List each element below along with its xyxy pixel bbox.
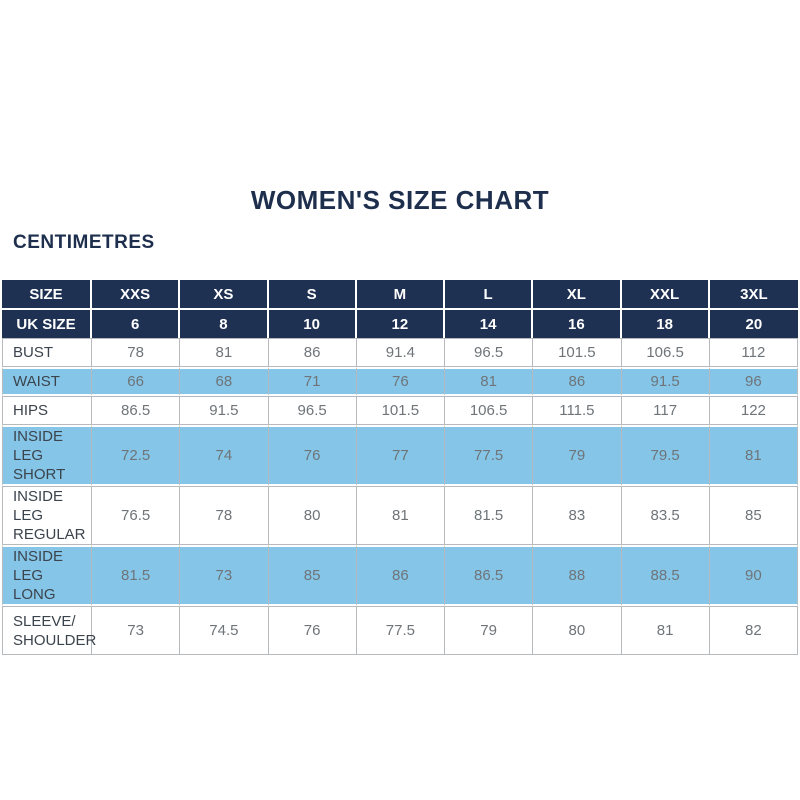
table-row-inside-leg-long: INSIDE LEG LONG 81.5 73 85 86 86.5 88 88…: [2, 545, 798, 606]
size-value-cell: 112: [709, 338, 798, 367]
size-value-cell: 83.5: [621, 486, 710, 545]
size-value-cell: 81: [356, 486, 445, 545]
size-value-cell: 80: [533, 606, 622, 655]
size-value-cell: 76.5: [92, 486, 181, 545]
size-value-cell: 85: [709, 486, 798, 545]
size-value-cell: 91.5: [621, 367, 710, 396]
row-label: WAIST: [2, 367, 92, 396]
table-row-hips: HIPS 86.5 91.5 96.5 101.5 106.5 111.5 11…: [2, 396, 798, 425]
size-value-cell: 106.5: [445, 396, 534, 425]
column-header-3xl: 3XL: [709, 280, 798, 310]
size-chart-table: SIZE XXS XS S M L XL XXL 3XL UK SIZE 6 8…: [2, 280, 798, 655]
row-label: SLEEVE/ SHOULDER: [2, 606, 96, 655]
size-value-cell: 79: [533, 425, 622, 486]
size-value-cell: 82: [709, 606, 798, 655]
column-header-xxs: XXS: [92, 280, 181, 310]
uk-size-20: 20: [709, 310, 798, 338]
size-value-cell: 85: [268, 545, 357, 606]
size-value-cell: 77: [356, 425, 445, 486]
size-value-cell: 96.5: [445, 338, 534, 367]
table-row-sleeve-shoulder: SLEEVE/ SHOULDER 73 74.5 76 77.5 79 80 8…: [2, 606, 798, 655]
size-value-cell: 83: [533, 486, 622, 545]
uk-size-header-label: UK SIZE: [2, 310, 92, 338]
uk-size-14: 14: [445, 310, 534, 338]
size-value-cell: 77.5: [445, 425, 534, 486]
size-value-cell: 111.5: [533, 396, 622, 425]
size-value-cell: 86.5: [445, 545, 534, 606]
row-label: INSIDE LEG SHORT: [2, 425, 92, 486]
size-value-cell: 91.4: [356, 338, 445, 367]
size-value-cell: 79: [445, 606, 534, 655]
row-label: INSIDE LEG REGULAR: [2, 486, 92, 545]
size-value-cell: 81: [709, 425, 798, 486]
column-header-m: M: [356, 280, 445, 310]
table-row-bust: BUST 78 81 86 91.4 96.5 101.5 106.5 112: [2, 338, 798, 367]
size-value-cell: 73: [92, 606, 181, 655]
row-label: INSIDE LEG LONG: [2, 545, 92, 606]
row-label: BUST: [2, 338, 92, 367]
size-value-cell: 78: [92, 338, 181, 367]
size-value-cell: 73: [180, 545, 269, 606]
unit-label: CENTIMETRES: [13, 232, 155, 253]
size-value-cell: 80: [268, 486, 357, 545]
column-header-l: L: [445, 280, 534, 310]
size-value-cell: 96: [709, 367, 798, 396]
uk-size-16: 16: [533, 310, 622, 338]
size-value-cell: 66: [92, 367, 181, 396]
size-value-cell: 68: [180, 367, 269, 396]
uk-size-18: 18: [621, 310, 710, 338]
column-header-xxl: XXL: [621, 280, 710, 310]
size-value-cell: 86.5: [92, 396, 181, 425]
size-value-cell: 106.5: [621, 338, 710, 367]
size-value-cell: 76: [356, 367, 445, 396]
size-header-label: SIZE: [2, 280, 92, 310]
table-header-row-uk-size: UK SIZE 6 8 10 12 14 16 18 20: [2, 310, 798, 338]
uk-size-8: 8: [180, 310, 269, 338]
size-value-cell: 122: [709, 396, 798, 425]
size-value-cell: 77.5: [356, 606, 445, 655]
page-title: WOMEN'S SIZE CHART: [250, 185, 550, 215]
size-value-cell: 72.5: [92, 425, 181, 486]
size-value-cell: 88: [533, 545, 622, 606]
size-value-cell: 81: [445, 367, 534, 396]
size-value-cell: 86: [533, 367, 622, 396]
uk-size-12: 12: [356, 310, 445, 338]
size-value-cell: 74: [180, 425, 269, 486]
size-value-cell: 76: [268, 425, 357, 486]
size-value-cell: 78: [180, 486, 269, 545]
size-value-cell: 117: [621, 396, 710, 425]
table-row-inside-leg-short: INSIDE LEG SHORT 72.5 74 76 77 77.5 79 7…: [2, 425, 798, 486]
uk-size-10: 10: [268, 310, 357, 338]
size-value-cell: 81.5: [445, 486, 534, 545]
size-value-cell: 88.5: [621, 545, 710, 606]
column-header-xl: XL: [533, 280, 622, 310]
size-value-cell: 81.5: [92, 545, 181, 606]
size-value-cell: 81: [180, 338, 269, 367]
size-value-cell: 74.5: [180, 606, 269, 655]
size-value-cell: 71: [268, 367, 357, 396]
size-value-cell: 81: [621, 606, 710, 655]
table-header-row-size: SIZE XXS XS S M L XL XXL 3XL: [2, 280, 798, 310]
size-value-cell: 79.5: [621, 425, 710, 486]
size-value-cell: 86: [356, 545, 445, 606]
uk-size-6: 6: [92, 310, 181, 338]
size-value-cell: 101.5: [533, 338, 622, 367]
size-value-cell: 91.5: [180, 396, 269, 425]
row-label: HIPS: [2, 396, 92, 425]
size-value-cell: 76: [268, 606, 357, 655]
column-header-xs: XS: [180, 280, 269, 310]
size-value-cell: 86: [268, 338, 357, 367]
table-row-waist: WAIST 66 68 71 76 81 86 91.5 96: [2, 367, 798, 396]
size-value-cell: 101.5: [356, 396, 445, 425]
table-row-inside-leg-regular: INSIDE LEG REGULAR 76.5 78 80 81 81.5 83…: [2, 486, 798, 545]
column-header-s: S: [268, 280, 357, 310]
size-value-cell: 96.5: [268, 396, 357, 425]
size-value-cell: 90: [709, 545, 798, 606]
